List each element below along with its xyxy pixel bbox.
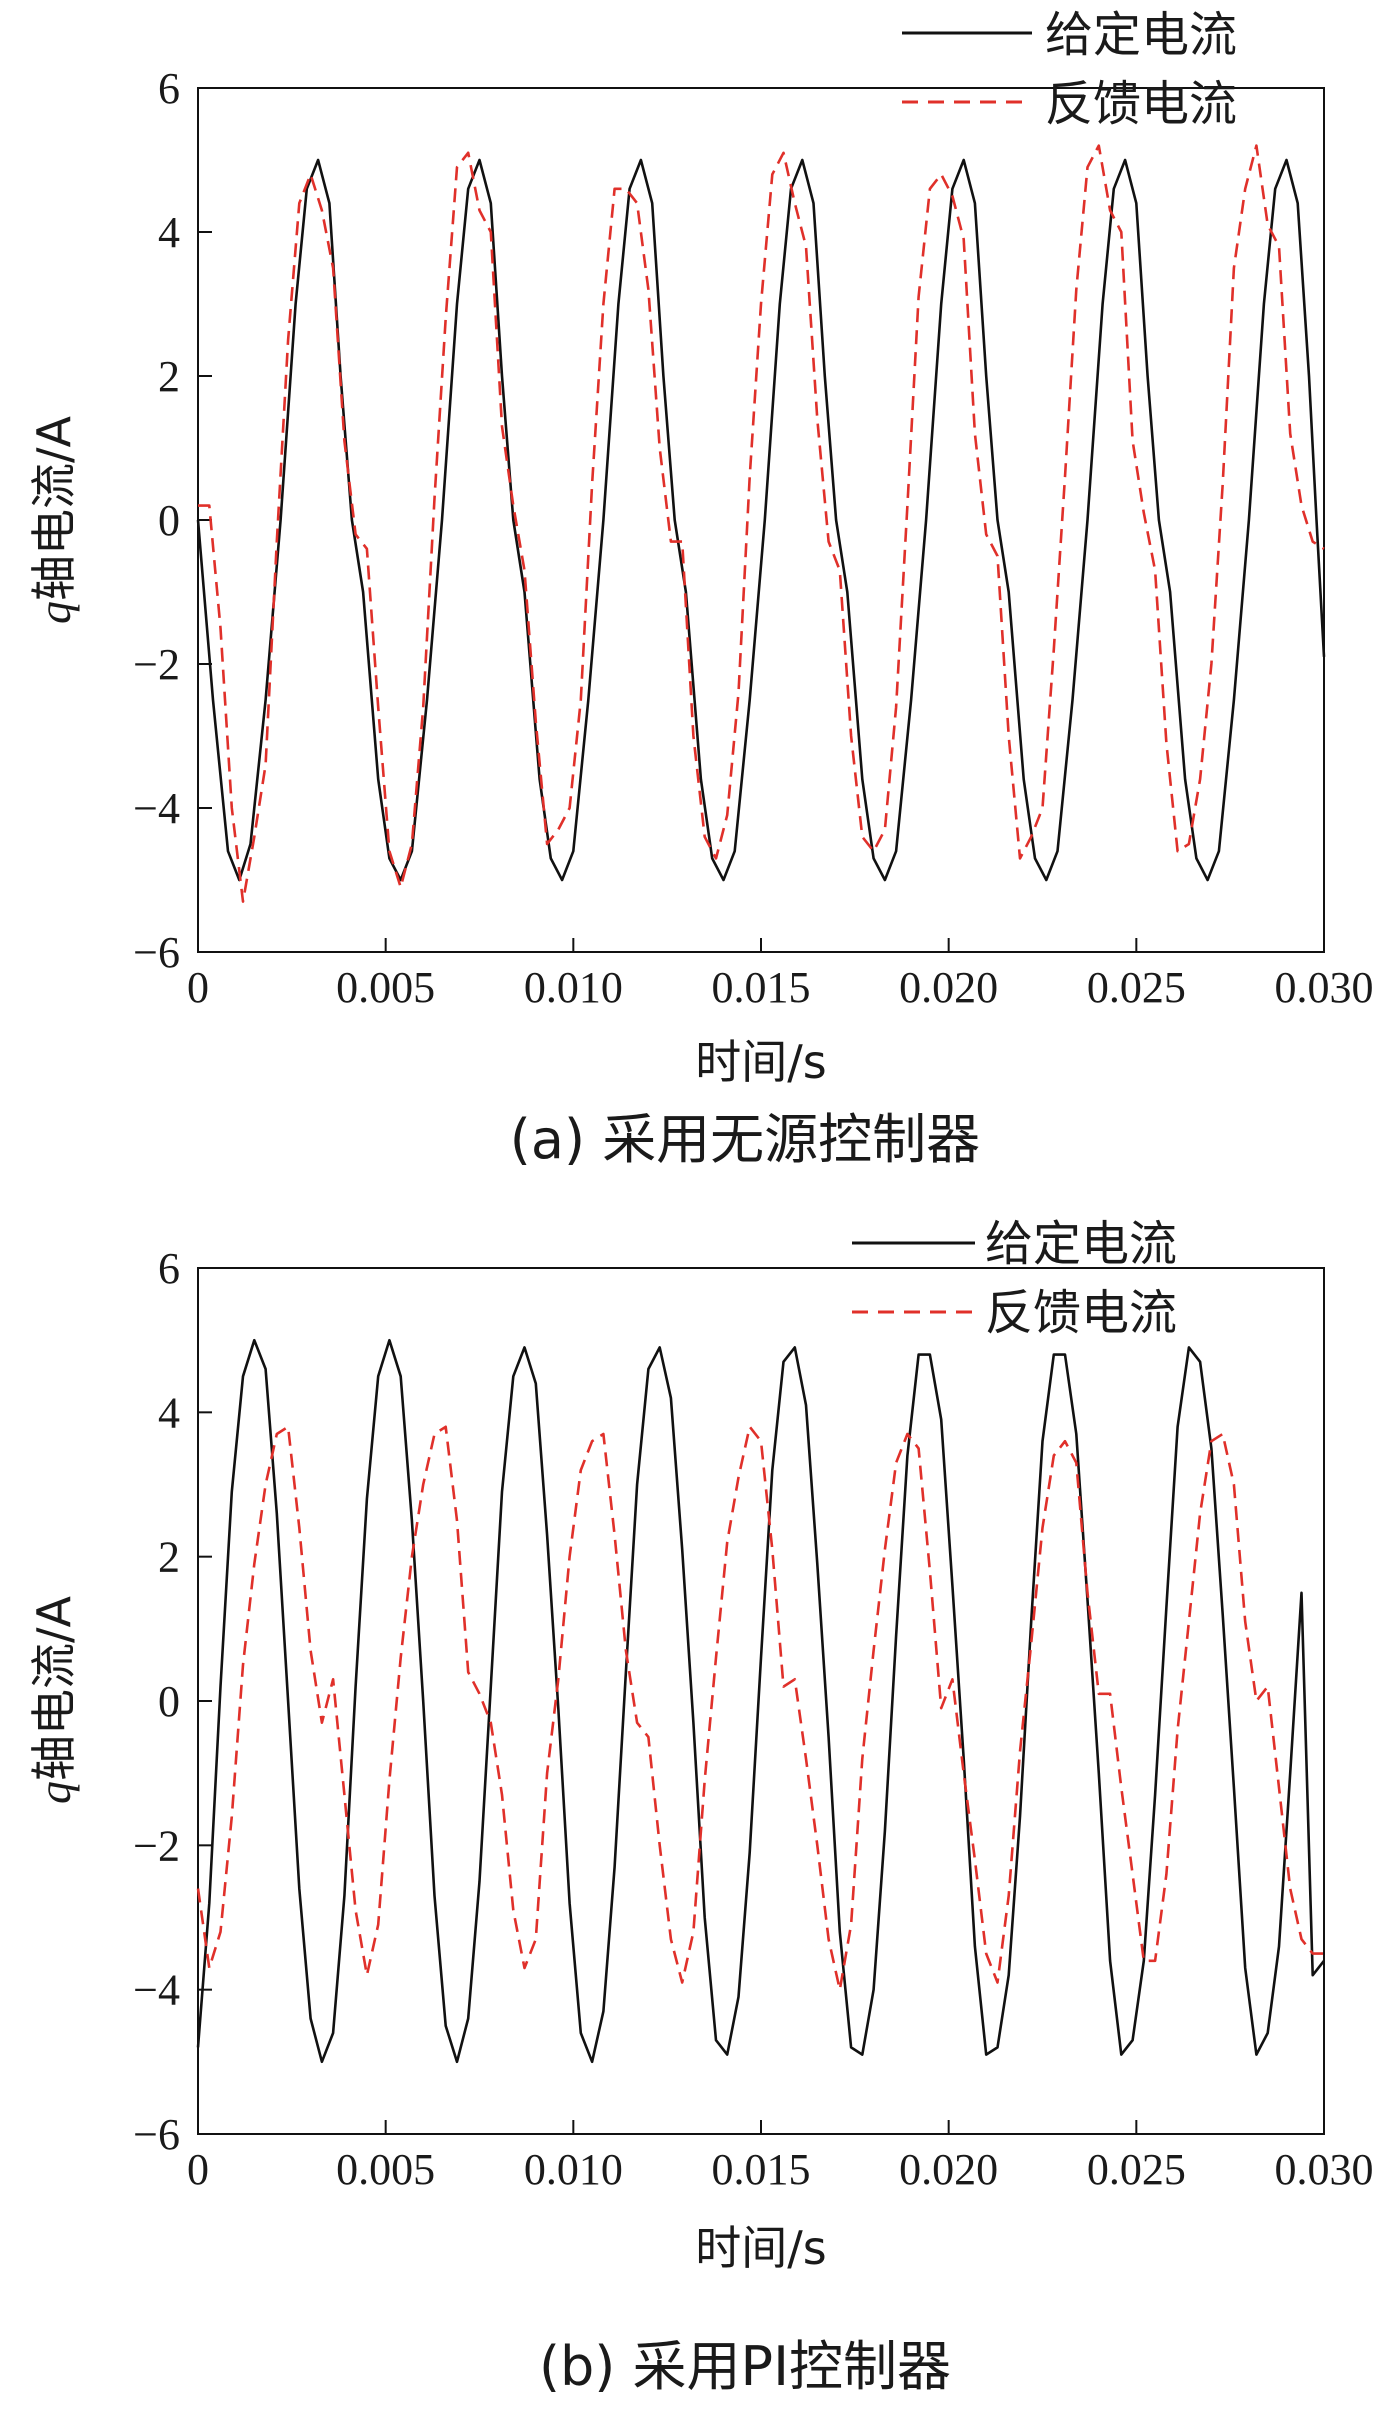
x-tick-label: 0.015 (712, 963, 811, 1012)
y-axis-label-text: 轴电流/A (27, 1595, 81, 1780)
y-tick-label: −6 (133, 2110, 180, 2159)
x-tick-label: 0.005 (336, 963, 435, 1012)
panel-caption: (a) 采用无源控制器 (510, 1108, 980, 1171)
y-axis-label: q轴电流/A (27, 415, 81, 623)
y-ticks: 6 4 2 0 −2 −4 −6 (133, 64, 212, 977)
x-tick-label: 0.010 (524, 2145, 623, 2194)
x-tick-label: 0.030 (1275, 2145, 1374, 2194)
y-ticks: 6 4 2 0 −2 −4 −6 (133, 1244, 212, 2159)
x-ticks: 0 0.005 0.010 0.015 0.020 0.025 0.030 (187, 2120, 1374, 2194)
y-tick-label: 2 (158, 1533, 180, 1582)
series-layer (196, 144, 1326, 903)
y-tick-label: 4 (158, 208, 180, 257)
legend: 给定电流 反馈电流 (852, 1216, 1177, 1341)
y-tick-label: 6 (158, 64, 180, 113)
x-ticks: 0 0.005 0.010 0.015 0.020 0.025 0.030 (187, 938, 1374, 1012)
x-tick-label: 0.015 (712, 2145, 811, 2194)
y-axis-label-text: 轴电流/A (27, 415, 81, 600)
x-tick-label: 0 (187, 2145, 209, 2194)
y-tick-label: 4 (158, 1388, 180, 1437)
y-tick-label: −4 (133, 784, 180, 833)
legend-label-feedback: 反馈电流 (985, 1285, 1177, 1341)
panel-caption: (b) 采用PI控制器 (539, 2335, 951, 2398)
y-axis-label: q轴电流/A (27, 1595, 81, 1803)
y-tick-label: −6 (133, 928, 180, 977)
x-tick-label: 0.005 (336, 2145, 435, 2194)
series-layer (196, 1338, 1326, 2064)
x-axis-label: 时间/s (695, 1035, 826, 1089)
plot-frame (197, 87, 1325, 953)
x-tick-label: 0.010 (524, 963, 623, 1012)
y-tick-label: 2 (158, 352, 180, 401)
legend-label-feedback: 反馈电流 (1045, 76, 1237, 132)
legend-label-given: 给定电流 (1045, 7, 1237, 63)
series-line-given (196, 158, 1326, 882)
y-tick-label: −4 (133, 1966, 180, 2015)
panel-b: 6 4 2 0 −2 −4 −6 0 0.005 0.010 0.015 0.020 0.025 0.0… (27, 1216, 1374, 2398)
plot-frame (197, 1267, 1325, 2135)
x-tick-label: 0.025 (1087, 963, 1186, 1012)
legend: 给定电流 反馈电流 (902, 7, 1237, 132)
y-tick-label: 6 (158, 1244, 180, 1293)
panel-a: 6 4 2 0 −2 −4 −6 0 0.005 0.010 0.015 0.020 0.025 0.0… (27, 7, 1374, 1171)
x-tick-label: 0.020 (899, 963, 998, 1012)
x-tick-label: 0.025 (1087, 2145, 1186, 2194)
y-axis-label-italic: q (29, 601, 80, 624)
legend-label-given: 给定电流 (985, 1216, 1177, 1272)
y-axis-label-italic: q (29, 1781, 80, 1804)
y-tick-label: 0 (158, 496, 180, 545)
series-line-given (196, 1338, 1326, 2064)
y-tick-label: −2 (133, 640, 180, 689)
y-tick-label: 0 (158, 1677, 180, 1726)
x-axis-label: 时间/s (695, 2221, 826, 2275)
x-tick-label: 0.030 (1275, 963, 1374, 1012)
series-line-feedback (196, 1425, 1324, 1991)
x-tick-label: 0.020 (899, 2145, 998, 2194)
series-line-feedback (198, 144, 1325, 903)
y-tick-label: −2 (133, 1821, 180, 1870)
x-tick-label: 0 (187, 963, 209, 1012)
